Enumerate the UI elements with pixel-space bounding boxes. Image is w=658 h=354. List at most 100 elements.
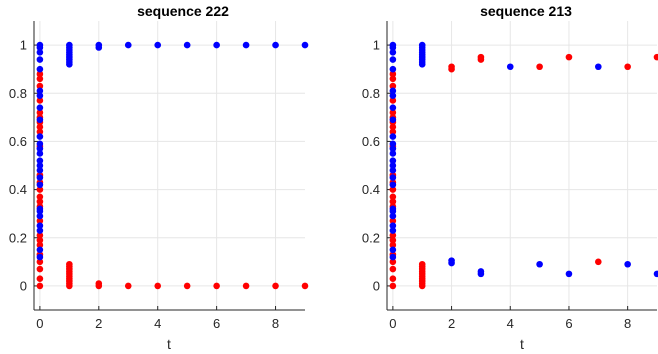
data-point-blue	[36, 212, 44, 220]
data-point-blue	[389, 157, 397, 164]
data-point-red	[389, 232, 397, 239]
x-tick-label: 4	[507, 316, 514, 331]
data-point-red	[36, 265, 44, 273]
y-tick-labels: 0 0.2 0.4 0.6 0.8 1	[362, 38, 380, 294]
y-tick-label: 0.4	[362, 182, 380, 197]
data-point-red	[389, 241, 397, 249]
data-point-red	[536, 63, 543, 71]
data-point-red	[36, 275, 44, 282]
data-point-red	[36, 258, 44, 266]
x-tick-label: 2	[448, 316, 455, 331]
data-point-blue	[389, 140, 397, 148]
data-point-blue	[36, 150, 44, 157]
data-point-blue	[389, 167, 397, 174]
data-point-blue	[506, 63, 514, 71]
data-point-blue	[418, 41, 426, 49]
x-axis-label: t	[167, 336, 171, 352]
data-point-blue	[272, 41, 279, 49]
x-tick-label: 0	[389, 316, 396, 331]
data-point-red	[36, 241, 44, 249]
data-point-blue	[389, 56, 397, 63]
data-point-blue	[36, 162, 44, 169]
gridlines	[34, 21, 305, 310]
data-point-blue	[242, 41, 250, 49]
data-point-blue	[389, 162, 397, 169]
data-point-blue	[301, 41, 309, 49]
data-point-blue	[389, 205, 397, 213]
data-point-blue	[389, 145, 397, 152]
data-point-red	[124, 282, 132, 290]
data-point-blue	[536, 260, 543, 268]
data-point-red	[477, 53, 485, 61]
data-point-red	[36, 236, 44, 244]
data-point-red	[95, 280, 103, 287]
data-point-red	[389, 236, 397, 244]
data-point-blue	[36, 227, 44, 234]
data-point-red	[389, 123, 397, 131]
data-point-red	[36, 193, 44, 201]
y-tick-label: 0.2	[362, 230, 380, 245]
data-point-blue	[389, 253, 397, 261]
chart-title: sequence 213	[480, 3, 572, 19]
data-point-blue	[183, 41, 191, 49]
data-point-red	[389, 265, 397, 273]
data-point-blue	[36, 222, 44, 230]
data-point-red	[389, 217, 397, 225]
x-tick-label: 4	[154, 316, 161, 331]
data-point-blue	[389, 41, 397, 49]
chart-title: sequence 222	[137, 3, 229, 19]
data-point-red	[36, 123, 44, 131]
data-point-blue	[389, 227, 397, 234]
data-point-blue	[36, 133, 44, 140]
y-tick-label: 0.6	[362, 134, 380, 149]
data-point-red	[36, 232, 44, 239]
data-point-red	[213, 282, 220, 290]
data-point-blue	[36, 167, 44, 174]
data-point-blue	[653, 270, 658, 278]
data-point-blue	[624, 260, 631, 268]
x-tick-label: 6	[213, 316, 220, 331]
data-point-blue	[36, 174, 44, 181]
data-point-blue	[36, 116, 44, 124]
data-point-blue	[36, 157, 44, 164]
data-point-red	[36, 186, 44, 193]
data-point-blue	[389, 133, 397, 140]
data-point-blue	[389, 222, 397, 230]
data-point-blue	[36, 49, 44, 56]
data-point-red	[154, 282, 162, 290]
x-tick-label: 0	[36, 316, 43, 331]
data-points	[389, 41, 658, 290]
data-point-red	[389, 82, 397, 90]
data-point-blue	[36, 87, 44, 95]
data-point-blue	[389, 116, 397, 124]
data-point-blue	[389, 181, 397, 189]
data-point-red	[36, 75, 44, 83]
data-point-red	[389, 258, 397, 266]
data-point-red	[389, 97, 397, 104]
data-point-red	[565, 53, 573, 61]
data-point-blue	[389, 150, 397, 157]
data-point-red	[389, 186, 397, 193]
data-point-blue	[36, 140, 44, 148]
data-point-red	[389, 275, 397, 282]
data-point-red	[624, 63, 631, 71]
data-point-blue	[36, 41, 44, 49]
axes	[386, 21, 657, 311]
data-point-blue	[36, 145, 44, 152]
chart-panel-right: sequence 213 0 0.2 0.4 0.6 0.8 1 0 2 4 6 8 t	[362, 3, 658, 352]
y-tick-label: 1	[20, 38, 27, 53]
data-point-blue	[36, 104, 44, 111]
data-point-blue	[36, 56, 44, 63]
y-tick-label: 0	[373, 278, 380, 293]
y-tick-labels: 0 0.2 0.4 0.6 0.8 1	[9, 38, 27, 294]
data-point-red	[653, 53, 658, 61]
data-point-blue	[95, 41, 103, 49]
x-axis-label: t	[520, 336, 524, 352]
data-point-red	[389, 75, 397, 83]
data-point-red	[36, 198, 44, 205]
data-point-blue	[389, 92, 397, 99]
data-points	[36, 41, 309, 290]
data-point-blue	[36, 246, 44, 254]
data-point-red	[66, 260, 73, 268]
x-tick-labels: 0 2 4 6 8	[389, 316, 631, 331]
